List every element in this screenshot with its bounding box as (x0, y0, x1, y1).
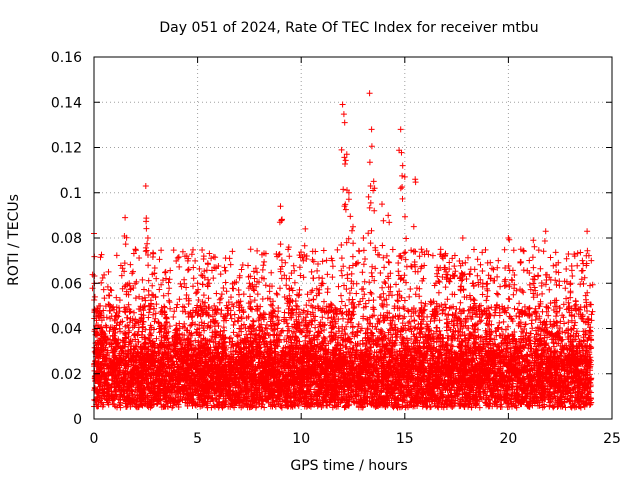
x-tick-label: 10 (292, 431, 310, 447)
y-tick-label: 0.08 (51, 231, 82, 247)
x-axis-label: GPS time / hours (290, 458, 407, 474)
chart-title: Day 051 of 2024, Rate Of TEC Index for r… (159, 20, 538, 36)
axis-ticks: 0 0.02 0.04 0.06 0.08 0.1 0.12 0.14 0.16 0 5 10 15 20… (51, 50, 621, 447)
scatter-points (89, 90, 596, 411)
y-tick-label: 0.02 (51, 367, 82, 383)
x-tick-label: 15 (396, 431, 414, 447)
roti-points (89, 90, 596, 411)
x-tick-label: 25 (603, 431, 621, 447)
y-tick-label: 0.1 (60, 186, 82, 202)
y-tick-label: 0.04 (51, 322, 82, 338)
x-tick-label: 0 (90, 431, 99, 447)
y-tick-label: 0 (73, 412, 82, 428)
y-axis-label: ROTI / TECUs (6, 194, 22, 286)
y-tick-label: 0.16 (51, 50, 82, 66)
x-tick-label: 5 (193, 431, 202, 447)
x-tick-label: 20 (499, 431, 517, 447)
y-tick-label: 0.14 (51, 95, 82, 111)
y-tick-label: 0.06 (51, 276, 82, 292)
y-tick-label: 0.12 (51, 141, 82, 157)
